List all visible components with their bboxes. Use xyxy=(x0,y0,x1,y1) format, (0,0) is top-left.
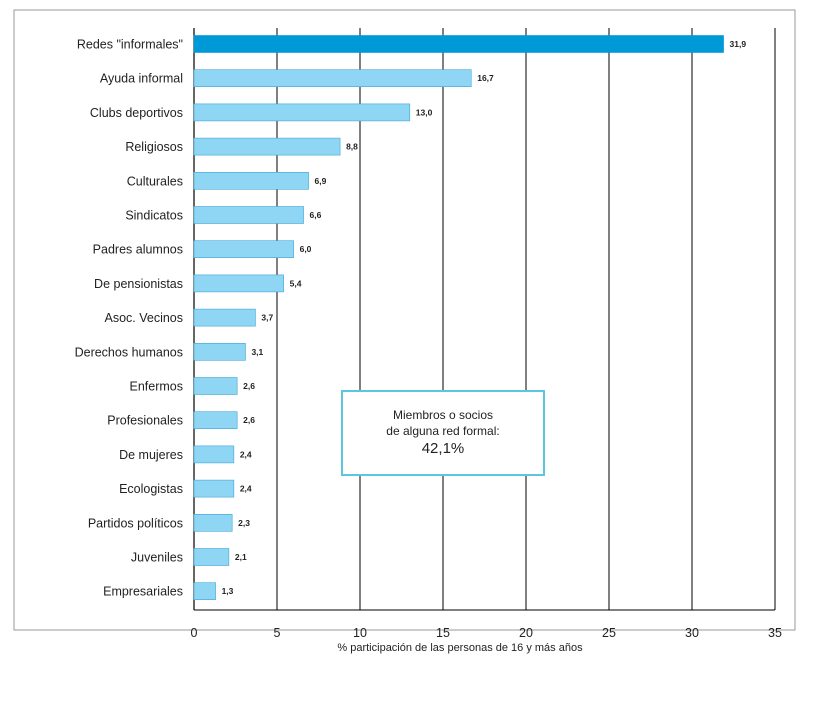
category-label: Religiosos xyxy=(125,140,183,154)
bar xyxy=(193,274,284,293)
annotation-line-2: de alguna red formal: xyxy=(386,424,500,438)
value-label: 8,8 xyxy=(346,142,358,152)
bar xyxy=(193,548,230,566)
category-label: Clubs deportivos xyxy=(90,106,183,120)
x-tick-label: 5 xyxy=(274,626,281,640)
bar xyxy=(193,342,246,361)
category-label: Redes "informales" xyxy=(77,38,183,52)
category-label: Padres alumnos xyxy=(93,243,183,257)
value-label: 5,4 xyxy=(290,278,302,288)
bar xyxy=(193,582,216,601)
x-tick-label: 25 xyxy=(602,626,616,640)
category-label: De mujeres xyxy=(119,448,183,462)
value-label: 2,4 xyxy=(240,449,252,459)
bar xyxy=(193,308,256,327)
value-label: 3,1 xyxy=(251,347,263,357)
bar xyxy=(193,240,294,258)
category-label: Derechos humanos xyxy=(75,345,183,359)
x-tick-label: 20 xyxy=(519,626,533,640)
value-label: 31,9 xyxy=(730,39,747,49)
category-label: Empresariales xyxy=(103,585,183,599)
bar xyxy=(193,445,235,464)
category-label: De pensionistas xyxy=(94,277,183,291)
category-label: Juveniles xyxy=(131,551,183,565)
value-label: 2,3 xyxy=(238,518,250,528)
bar xyxy=(193,377,238,395)
category-label: Profesionales xyxy=(107,414,183,428)
value-label: 2,1 xyxy=(235,552,247,562)
x-tick-label: 35 xyxy=(768,626,782,640)
category-labels: Redes "informales" Ayuda informal Clubs de… xyxy=(75,38,183,599)
value-label: 2,6 xyxy=(243,415,255,425)
x-tick-label: 10 xyxy=(353,626,367,640)
value-label: 3,7 xyxy=(261,313,273,323)
value-label: 13,0 xyxy=(416,107,433,117)
grid-lines xyxy=(193,28,776,610)
x-tick-label: 30 xyxy=(685,626,699,640)
bar xyxy=(193,35,724,53)
bar xyxy=(193,172,309,190)
value-label: 2,6 xyxy=(243,381,255,391)
x-tick-labels: 0 5 10 15 20 25 30 35 xyxy=(191,626,782,640)
bar xyxy=(193,479,235,498)
bars xyxy=(193,35,724,601)
plot-border xyxy=(13,9,796,631)
annotation-value: 42,1% xyxy=(421,440,465,457)
annotation-line-1: Miembros o socios xyxy=(392,408,494,422)
bar xyxy=(193,513,233,532)
x-axis-label: % participación de las personas de 16 y … xyxy=(337,642,583,654)
bar xyxy=(193,103,411,122)
bar xyxy=(193,69,472,87)
value-labels: 31,9 16,7 13,0 8,8 6,9 6,6 6,0 5,4 3,7 3,1 2,6 2,6 2… xyxy=(222,39,747,596)
x-tick-label: 0 xyxy=(191,626,198,640)
value-label: 16,7 xyxy=(477,73,494,83)
value-label: 6,9 xyxy=(315,176,327,186)
category-label: Partidos políticos xyxy=(88,516,183,530)
value-label: 2,4 xyxy=(240,484,252,494)
annotation-box: Miembros o socios de alguna red formal: … xyxy=(341,390,545,476)
bar xyxy=(193,411,238,430)
category-label: Ecologistas xyxy=(119,482,183,496)
value-label: 1,3 xyxy=(222,586,234,596)
category-label: Asoc. Vecinos xyxy=(104,311,183,325)
value-label: 6,6 xyxy=(310,210,322,220)
x-tick-label: 15 xyxy=(436,626,450,640)
category-label: Enfermos xyxy=(130,380,184,394)
bar xyxy=(193,206,304,224)
category-label: Culturales xyxy=(127,174,183,188)
category-label: Sindicatos xyxy=(125,209,183,223)
value-label: 6,0 xyxy=(300,244,312,254)
category-label: Ayuda informal xyxy=(100,72,183,86)
bar xyxy=(193,137,341,156)
